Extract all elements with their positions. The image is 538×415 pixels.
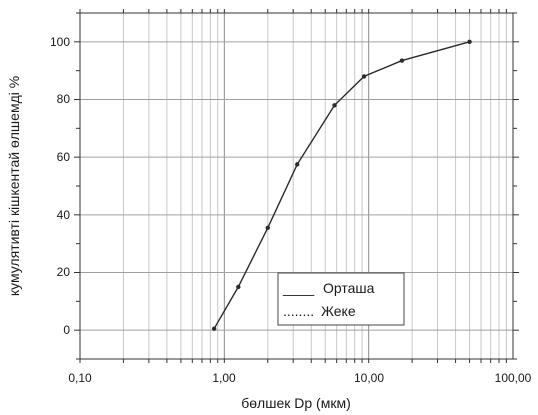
- x-tick-label: 10,00: [354, 371, 384, 385]
- legend: ____ Орташа ........ Жеке: [277, 272, 405, 326]
- series-layer: [211, 39, 472, 331]
- data-point: [265, 225, 270, 231]
- y-tick-label: 60: [57, 150, 71, 164]
- series-line: [213, 41, 470, 330]
- legend-box: [277, 272, 405, 326]
- legend-label-mean: Орташа: [323, 280, 375, 296]
- y-tick-label: 80: [57, 92, 71, 106]
- y-tick-label: 0: [63, 323, 70, 337]
- data-point: [295, 162, 300, 167]
- data-point: [361, 74, 367, 79]
- x-axis-title: бөлшек Dp (мкм): [241, 395, 351, 411]
- y-axis-title: кумулятивті кішкентай өлшемді %: [6, 76, 22, 296]
- y-tick-label: 20: [57, 265, 71, 279]
- legend-label-individual: Жеке: [321, 303, 356, 319]
- data-point: [211, 326, 217, 331]
- x-tick-label: 1,00: [212, 371, 236, 385]
- x-tick-label: 0,10: [68, 371, 92, 385]
- data-point: [332, 103, 337, 108]
- y-tick-label: 40: [57, 208, 71, 222]
- data-point: [467, 39, 472, 45]
- x-tick-label: 100,00: [495, 371, 532, 385]
- data-point: [399, 58, 405, 63]
- legend-line-solid: ____: [282, 280, 314, 296]
- y-tick-label: 100: [50, 35, 70, 49]
- data-point: [236, 284, 241, 290]
- axis-ticks: [74, 9, 519, 363]
- legend-line-dotted: ........: [283, 303, 314, 319]
